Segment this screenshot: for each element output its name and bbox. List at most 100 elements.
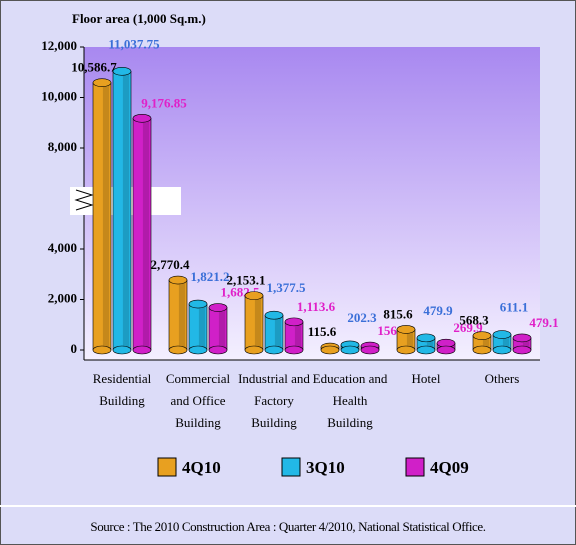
bar: [396, 325, 416, 355]
x-tick-label: Industrial and Factory Building: [238, 371, 310, 430]
y-tick-label: 2,000: [48, 290, 77, 305]
value-label: 202.3: [347, 310, 377, 325]
bar-top: [264, 310, 284, 320]
bar-bottom: [492, 345, 512, 355]
legend-swatch: [157, 457, 177, 477]
bar-bottom: [168, 345, 188, 355]
value-label: 2,153.1: [227, 273, 266, 288]
bar: [340, 340, 360, 355]
axis-break-zigzag: [74, 189, 94, 211]
bar-bottom: [208, 345, 228, 355]
bar-shade: [406, 329, 414, 350]
bar-top: [416, 333, 436, 343]
bar-shade: [274, 315, 282, 350]
bar-bottom: [132, 345, 152, 355]
bar-bottom: [416, 345, 436, 355]
legend-label: 3Q10: [306, 458, 345, 477]
bar-shade: [218, 307, 226, 350]
x-tick-label: Others: [484, 371, 520, 386]
source: Source : The 2010 Construction Area : Qu…: [90, 519, 485, 534]
bar-top: [512, 333, 532, 343]
bar: [208, 303, 228, 355]
value-label: 9,176.85: [141, 95, 187, 110]
value-label: 269.9: [453, 320, 483, 335]
legend-swatch: [405, 457, 425, 477]
bar: [188, 299, 208, 355]
bar-shade: [294, 321, 302, 350]
chart-title: Floor area (1,000 Sq.m.): [72, 11, 206, 26]
bar-top: [132, 113, 152, 123]
y-tick-label: 12,000: [41, 38, 77, 53]
legend-label: 4Q10: [182, 458, 221, 477]
bar-bottom: [320, 345, 340, 355]
bar: [92, 78, 112, 355]
bar-bottom: [396, 345, 416, 355]
x-tick-label: Hotel: [411, 371, 441, 386]
bar-shade: [482, 335, 490, 350]
legend-swatch: [281, 457, 301, 477]
bar-bottom: [340, 345, 360, 355]
value-label: 815.6: [383, 306, 413, 321]
bar-bottom: [472, 345, 492, 355]
value-label: 10,586.7: [71, 60, 117, 75]
bar-top: [208, 303, 228, 312]
bar-bottom: [512, 345, 532, 355]
bar-top: [472, 331, 492, 340]
value-label: 1,113.6: [297, 299, 336, 314]
bar: [416, 333, 436, 355]
bar: [472, 331, 492, 355]
bar-shade: [426, 337, 434, 350]
bar: [264, 310, 284, 355]
bar-shade: [502, 334, 510, 350]
bar-top: [112, 66, 132, 76]
y-tick-label: 8,000: [48, 139, 77, 154]
y-tick-label: 4,000: [48, 240, 77, 255]
value-label: 1,377.5: [267, 280, 307, 295]
bar-shade: [198, 304, 206, 350]
bar-top: [396, 325, 416, 334]
y-tick-label: 10,000: [41, 88, 77, 103]
bar: [132, 113, 152, 355]
x-tick-label: Residential Building: [92, 371, 152, 408]
bar-bottom: [244, 345, 264, 355]
bar-bottom: [436, 345, 456, 355]
bar: [360, 341, 380, 355]
bar-top: [492, 330, 512, 339]
bar-top: [284, 317, 304, 327]
bar: [244, 291, 264, 355]
bar: [284, 317, 304, 355]
bar-bottom: [264, 345, 284, 355]
bar-shade: [254, 295, 262, 350]
bar-shade: [122, 71, 130, 350]
x-tick-label: Education and Health Building: [312, 371, 388, 430]
value-label: 115.6: [308, 324, 337, 339]
bar-bottom: [112, 345, 132, 355]
value-label: 2,770.4: [151, 257, 191, 272]
value-label: 479.1: [529, 315, 558, 330]
y-tick-label: 0: [71, 341, 78, 356]
value-label: 611.1: [500, 300, 529, 315]
bar-shade: [142, 118, 150, 350]
legend-label: 4Q09: [430, 458, 469, 477]
value-label: 11,037.75: [108, 36, 160, 51]
bar-shade: [178, 280, 186, 350]
value-label: 479.9: [423, 303, 453, 318]
bar-bottom: [284, 345, 304, 355]
bar: [320, 342, 340, 355]
bar-top: [188, 299, 208, 309]
bar-bottom: [92, 345, 112, 355]
value-label: 1,821.2: [191, 269, 230, 284]
bar: [168, 275, 188, 355]
bar: [512, 333, 532, 355]
bar-shade: [102, 82, 110, 350]
bar: [492, 330, 512, 355]
bar-top: [244, 291, 264, 300]
value-label: 568.3: [459, 313, 489, 328]
bar-bottom: [188, 345, 208, 355]
x-tick-label: Commercial and Office Building: [165, 371, 231, 430]
bar: [112, 66, 132, 355]
bar: [436, 338, 456, 355]
bar-top: [92, 78, 112, 87]
